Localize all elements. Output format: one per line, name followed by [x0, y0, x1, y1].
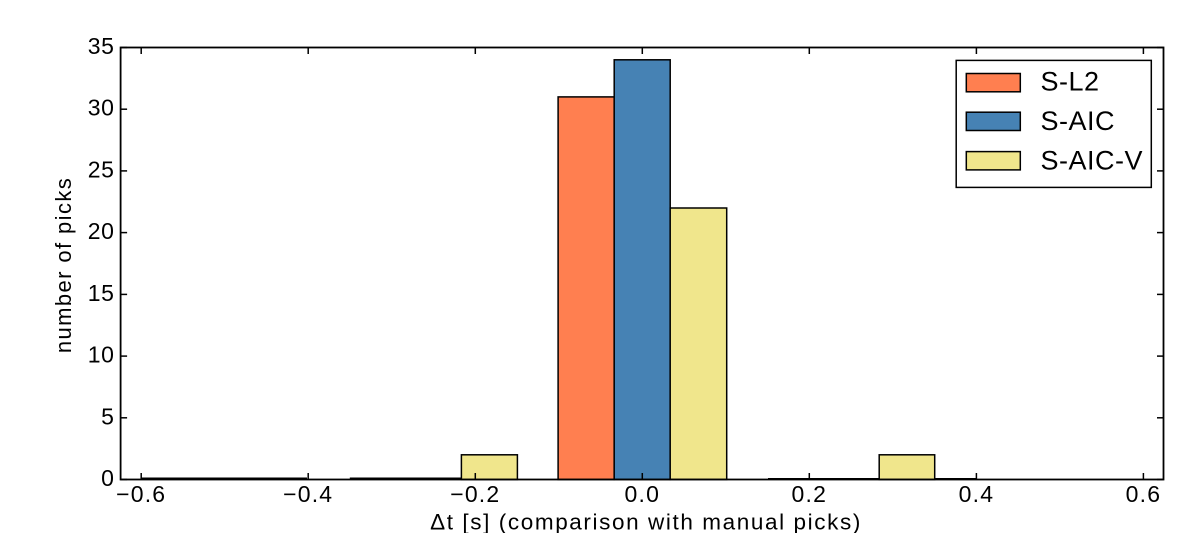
- svg-text:number of picks: number of picks: [51, 177, 76, 353]
- svg-text:25: 25: [88, 156, 115, 182]
- svg-text:0.6: 0.6: [1126, 481, 1162, 507]
- svg-text:−0.2: −0.2: [450, 481, 500, 507]
- svg-text:0.0: 0.0: [625, 481, 661, 507]
- svg-text:−0.4: −0.4: [283, 481, 333, 507]
- svg-text:−0.6: −0.6: [116, 481, 166, 507]
- svg-text:10: 10: [88, 342, 115, 368]
- svg-text:20: 20: [88, 218, 115, 244]
- svg-text:S-L2: S-L2: [1041, 67, 1100, 97]
- svg-text:0.4: 0.4: [959, 481, 995, 507]
- svg-text:0.2: 0.2: [792, 481, 828, 507]
- svg-text:5: 5: [101, 403, 114, 429]
- svg-text:0: 0: [101, 465, 114, 491]
- svg-text:S-AIC-V: S-AIC-V: [1041, 146, 1144, 176]
- svg-text:15: 15: [88, 280, 115, 306]
- svg-text:35: 35: [88, 33, 115, 59]
- svg-text:30: 30: [88, 95, 115, 121]
- svg-text:S-AIC: S-AIC: [1041, 106, 1116, 136]
- svg-text:Δt [s] (comparison with manual: Δt [s] (comparison with manual picks): [430, 510, 862, 533]
